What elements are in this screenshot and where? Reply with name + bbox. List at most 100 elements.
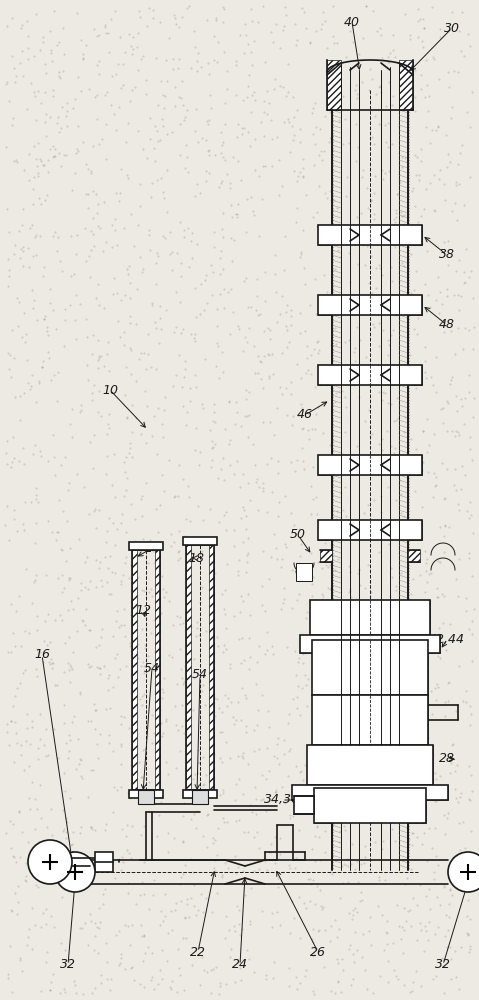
Point bbox=[356, 662, 364, 678]
Point bbox=[274, 904, 281, 920]
Point bbox=[390, 211, 398, 227]
Point bbox=[357, 205, 365, 221]
Point bbox=[388, 97, 396, 113]
Point bbox=[355, 389, 363, 405]
Point bbox=[6, 813, 13, 829]
Point bbox=[368, 296, 376, 312]
Point bbox=[354, 761, 362, 777]
Point bbox=[159, 111, 166, 127]
Point bbox=[251, 92, 259, 108]
Point bbox=[69, 601, 77, 617]
Point bbox=[95, 383, 103, 399]
Point bbox=[238, 630, 245, 646]
Point bbox=[362, 962, 369, 978]
Point bbox=[117, 756, 125, 772]
Point bbox=[389, 42, 397, 58]
Point bbox=[68, 714, 76, 730]
Point bbox=[94, 218, 102, 234]
Point bbox=[422, 923, 430, 939]
Point bbox=[450, 287, 457, 303]
Point bbox=[46, 982, 54, 998]
Point bbox=[128, 959, 136, 975]
Point bbox=[221, 606, 229, 622]
Point bbox=[384, 913, 391, 929]
Point bbox=[417, 877, 424, 893]
Point bbox=[328, 742, 335, 758]
Point bbox=[93, 57, 101, 73]
Point bbox=[215, 34, 222, 50]
Point bbox=[469, 409, 477, 425]
Point bbox=[443, 281, 451, 297]
Point bbox=[466, 792, 473, 808]
Point bbox=[299, 420, 307, 436]
Point bbox=[451, 428, 459, 444]
Point bbox=[40, 905, 47, 921]
Point bbox=[441, 779, 448, 795]
Point bbox=[247, 299, 255, 315]
Point bbox=[467, 823, 474, 839]
Point bbox=[204, 143, 212, 159]
Point bbox=[273, 551, 280, 567]
Point bbox=[84, 200, 91, 216]
Point bbox=[388, 821, 396, 837]
Point bbox=[239, 921, 246, 937]
Point bbox=[95, 350, 103, 366]
Point bbox=[235, 902, 243, 918]
Point bbox=[19, 258, 27, 274]
Point bbox=[409, 571, 417, 587]
Point bbox=[223, 522, 230, 538]
Point bbox=[97, 861, 105, 877]
Point bbox=[416, 606, 424, 622]
Point bbox=[81, 915, 89, 931]
Point bbox=[58, 263, 66, 279]
Point bbox=[176, 967, 183, 983]
Point bbox=[311, 95, 319, 111]
Point bbox=[391, 833, 399, 849]
Point bbox=[212, 10, 219, 26]
Point bbox=[274, 879, 282, 895]
Point bbox=[121, 464, 128, 480]
Point bbox=[299, 646, 307, 662]
Point bbox=[39, 157, 47, 173]
Point bbox=[258, 903, 265, 919]
Point bbox=[116, 661, 124, 677]
Point bbox=[91, 427, 98, 443]
Point bbox=[370, 185, 377, 201]
Point bbox=[190, 651, 197, 667]
Point bbox=[465, 510, 473, 526]
Point bbox=[333, 35, 341, 51]
Point bbox=[65, 475, 73, 491]
Point bbox=[161, 88, 169, 104]
Bar bbox=[318, 520, 422, 540]
Point bbox=[20, 665, 27, 681]
Point bbox=[35, 190, 43, 206]
Point bbox=[221, 116, 228, 132]
Text: 12: 12 bbox=[135, 603, 151, 616]
Point bbox=[389, 814, 397, 830]
Point bbox=[323, 741, 331, 757]
Point bbox=[72, 761, 80, 777]
Point bbox=[109, 743, 117, 759]
Point bbox=[431, 820, 439, 836]
Point bbox=[441, 928, 449, 944]
Point bbox=[42, 613, 49, 629]
Point bbox=[142, 86, 150, 102]
Point bbox=[103, 448, 111, 464]
Point bbox=[111, 870, 119, 886]
Point bbox=[443, 461, 450, 477]
Point bbox=[296, 325, 304, 341]
Point bbox=[150, 408, 158, 424]
Point bbox=[151, 118, 159, 134]
Point bbox=[449, 849, 457, 865]
Point bbox=[155, 807, 163, 823]
Point bbox=[127, 342, 135, 358]
Point bbox=[5, 361, 12, 377]
Point bbox=[336, 834, 343, 850]
Point bbox=[53, 37, 61, 53]
Point bbox=[273, 16, 280, 32]
Point bbox=[171, 488, 179, 504]
Point bbox=[188, 957, 195, 973]
Point bbox=[429, 971, 436, 987]
Point bbox=[284, 84, 291, 100]
Point bbox=[261, 853, 268, 869]
